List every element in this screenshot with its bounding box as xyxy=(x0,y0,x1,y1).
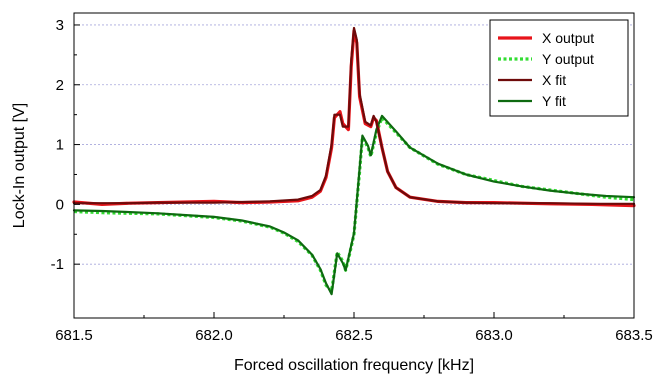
y-axis-label: Lock-In output [V] xyxy=(11,103,28,228)
x-axis-label: Forced oscillation frequency [kHz] xyxy=(234,357,474,374)
legend: X output Y output X fit Y fit xyxy=(489,19,629,117)
x-tick-label: 682.5 xyxy=(335,327,373,344)
grid xyxy=(74,24,634,265)
y-tick-label: -1 xyxy=(51,256,64,273)
x-tick-label: 681.5 xyxy=(55,327,93,344)
y-tick-label: 2 xyxy=(56,77,64,94)
x-tick-label: 683.0 xyxy=(475,327,513,344)
legend-label: X fit xyxy=(542,72,566,88)
y-tick-label: 3 xyxy=(56,17,64,34)
series-group xyxy=(72,26,636,296)
legend-label: Y output xyxy=(542,51,594,67)
y-tick-label: 0 xyxy=(56,196,64,213)
series-y-fit xyxy=(72,114,636,296)
legend-label: Y fit xyxy=(542,93,566,109)
legend-label: X output xyxy=(542,30,594,46)
series-x-fit xyxy=(72,26,636,205)
x-tick-label: 682.0 xyxy=(195,327,233,344)
x-tick-label: 683.5 xyxy=(615,327,653,344)
y-tick-label: 1 xyxy=(56,137,64,154)
ticks: 681.5 682.0 682.5 683.0 683.5 -1 0 1 2 3 xyxy=(51,17,653,344)
legend-box xyxy=(489,19,629,117)
